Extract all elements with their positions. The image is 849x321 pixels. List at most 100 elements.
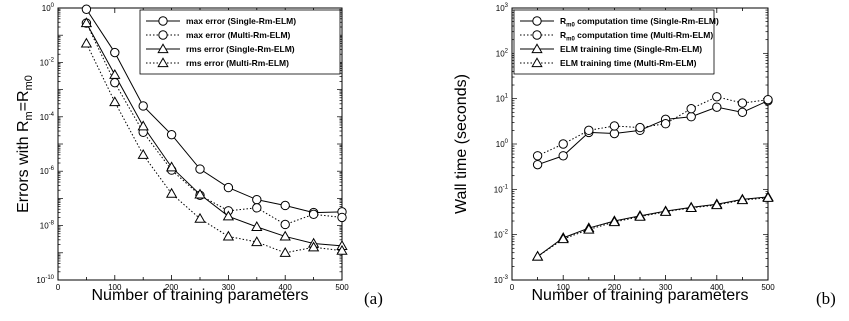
data-point	[737, 98, 748, 108]
series-markers	[531, 92, 774, 261]
legend-entry-text: R	[560, 30, 566, 40]
y-tick-exponent: -4	[49, 112, 55, 118]
x-tick-label: 100	[108, 283, 122, 292]
data-point	[711, 199, 723, 210]
data-point	[252, 194, 262, 205]
y-tick-base: 10	[42, 4, 51, 13]
y-axis-label-sub2: m0	[23, 75, 35, 90]
data-point	[307, 241, 320, 252]
legend-swatch-marker	[531, 57, 543, 68]
y-tick-exponent: -1	[503, 184, 509, 190]
data-point	[138, 101, 148, 111]
panel-label: (b)	[816, 289, 836, 308]
data-point	[763, 94, 773, 105]
legend-entry-text: max error (Multi-Rm-ELM)	[186, 30, 291, 40]
panel-label: (a)	[364, 289, 383, 308]
data-point	[280, 219, 290, 230]
data-point	[194, 188, 206, 199]
data-point	[557, 233, 569, 244]
y-tick-exponent: 0	[505, 139, 509, 145]
x-tick-label: 0	[510, 283, 515, 292]
y-tick-label: 102	[496, 48, 509, 58]
y-tick-exponent: -8	[49, 221, 55, 227]
y-tick-label: 10-2	[40, 57, 55, 67]
data-point	[195, 164, 205, 174]
legend-swatch-marker	[158, 30, 168, 40]
data-point	[279, 246, 291, 257]
y-axis-label-eq: =R	[15, 90, 32, 111]
y-tick-base: 10	[496, 4, 505, 13]
legend-swatch-marker	[157, 57, 169, 68]
tick-marks	[57, 8, 343, 281]
y-tick-label: 10-6	[40, 166, 55, 176]
x-axis-label: Number of training parameters	[92, 287, 309, 304]
data-point	[110, 77, 120, 88]
y-tick-exponent: -2	[503, 230, 509, 236]
legend-entry-text: R	[560, 16, 566, 26]
data-point	[659, 205, 672, 216]
data-point	[223, 182, 234, 193]
data-point	[165, 187, 178, 198]
x-tick-label: 400	[279, 283, 293, 292]
y-tick-label: 101	[496, 94, 509, 104]
y-tick-label: 100	[496, 139, 509, 149]
data-point	[531, 250, 544, 261]
y-tick-label: 10-4	[40, 112, 55, 122]
legend-entry-text: rms error (Multi-Rm-ELM)	[186, 58, 289, 68]
legend-entry-rest: computation time (Single-Rm-ELM)	[575, 16, 719, 26]
legend-swatch-marker	[157, 43, 169, 54]
legend-entry-text: max error (Single-Rm-ELM)	[186, 16, 296, 26]
y-tick-base: 10	[40, 58, 49, 67]
legend-entry: Rm0 computation time (Single-Rm-ELM)	[560, 16, 719, 29]
x-tick-labels: 0 100 200 300 400 500	[56, 283, 349, 292]
data-point	[109, 68, 121, 79]
x-tick-label: 500	[761, 283, 775, 292]
y-tick-label: 100	[42, 3, 55, 13]
legend-entry-text: rms error (Single-Rm-ELM)	[186, 44, 295, 54]
y-tick-base: 10	[496, 140, 505, 149]
legend-entry: rms error (Multi-Rm-ELM)	[186, 58, 289, 68]
panel-b: 0 100 200 300 400 500 10-310-210-110010110210…	[453, 3, 836, 308]
series-line	[85, 22, 343, 226]
legend-entry-text: ELM training time (Single-Rm-ELM)	[560, 44, 702, 54]
data-point	[532, 159, 543, 170]
series-line	[85, 22, 343, 247]
y-tick-label: 10-8	[40, 221, 55, 231]
legend-entry-rest: computation time (Multi-Rm-ELM)	[575, 30, 714, 40]
data-point	[736, 194, 749, 205]
data-point	[80, 37, 93, 48]
x-tick-label: 300	[659, 283, 673, 292]
series-line	[537, 197, 769, 257]
legend-entry: rms error (Single-Rm-ELM)	[186, 44, 295, 54]
y-tick-exponent: -10	[45, 275, 54, 281]
y-tick-exponent: 3	[505, 3, 509, 9]
legend-entry-sub: m0	[566, 37, 575, 43]
y-tick-base: 10	[496, 49, 505, 58]
y-tick-label: 10-3	[494, 275, 509, 285]
data-point	[165, 161, 178, 172]
data-point	[251, 221, 263, 231]
data-point	[583, 223, 595, 234]
y-tick-base: 10	[494, 276, 503, 285]
x-tick-label: 300	[222, 283, 236, 292]
legend: Rm0 computation time (Single-Rm-ELM)Rm0 …	[513, 9, 719, 75]
y-tick-exponent: 1	[505, 94, 509, 100]
y-axis-label-sub: m	[23, 111, 35, 120]
y-axis-label: Errors with Rm=Rm0	[15, 75, 35, 213]
data-point	[686, 112, 696, 122]
data-point	[194, 212, 206, 223]
data-point	[660, 119, 671, 129]
series-line	[537, 100, 769, 166]
data-point	[634, 210, 646, 221]
data-point	[222, 210, 235, 221]
x-axis-label: Number of training parameters	[532, 287, 749, 304]
y-tick-label: 103	[496, 3, 509, 13]
data-point	[137, 120, 149, 131]
data-point	[137, 149, 149, 159]
y-axis-label-main: Errors with R	[15, 120, 32, 212]
y-tick-base: 10	[496, 95, 505, 104]
x-tick-label: 200	[608, 283, 622, 292]
